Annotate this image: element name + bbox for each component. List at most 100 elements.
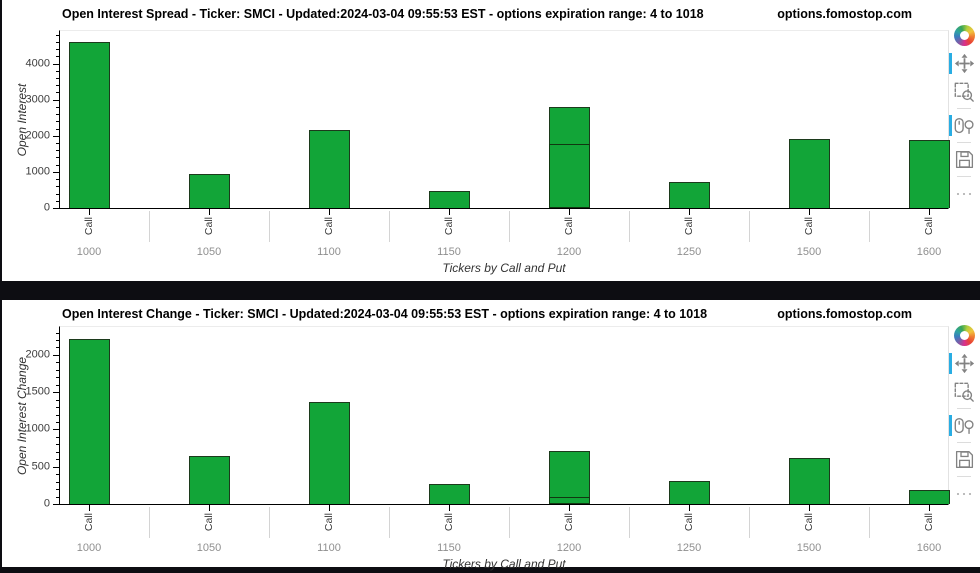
toolbar-separator <box>957 108 971 109</box>
y-minor-tick <box>56 362 59 364</box>
group-separator <box>149 507 150 538</box>
y-tick-label: 4000 <box>25 57 50 69</box>
y-minor-tick <box>56 179 59 181</box>
group-separator <box>509 211 510 242</box>
bar-call-1000 <box>68 339 110 504</box>
bar-call-1150 <box>428 483 470 504</box>
y-minor-tick <box>56 474 59 476</box>
group-tick-label: 1500 <box>796 246 822 258</box>
save-tool[interactable] <box>951 447 977 472</box>
y-major-tick <box>53 171 59 173</box>
y-minor-tick <box>56 70 59 72</box>
call-tick-label: Call <box>443 513 455 532</box>
group-separator <box>269 507 270 538</box>
y-tick-label: 500 <box>31 460 50 473</box>
bokeh-logo[interactable] <box>951 23 977 48</box>
y-minor-tick <box>56 489 59 491</box>
group-tick-label: 1250 <box>676 542 702 554</box>
x-major-tick <box>449 209 450 215</box>
y-major-tick <box>53 466 59 468</box>
call-tick-label: Call <box>563 513 575 532</box>
y-minor-tick <box>56 414 59 416</box>
x-major-tick <box>809 505 810 511</box>
call-tick-label: Call <box>203 217 215 236</box>
save-tool[interactable] <box>951 147 977 172</box>
x-major-tick <box>689 505 690 511</box>
x-major-tick <box>89 505 90 511</box>
box-zoom-tool[interactable] <box>951 379 977 404</box>
call-tick-label: Call <box>803 217 815 236</box>
bar-call-1200 <box>548 451 590 504</box>
toolbar-separator <box>957 408 971 409</box>
y-minor-tick <box>56 377 59 379</box>
y-minor-tick <box>56 49 59 51</box>
y-minor-tick <box>56 200 59 202</box>
x-major-tick <box>929 505 930 511</box>
y-major-tick <box>53 63 59 65</box>
group-tick-label: 1000 <box>76 542 102 554</box>
bar-call-1050 <box>188 174 230 208</box>
y-major-tick <box>53 504 59 505</box>
group-separator <box>389 211 390 242</box>
y-tick-label: 2000 <box>25 348 50 361</box>
group-tick-label: 1150 <box>437 246 461 258</box>
plot-area[interactable]: Open Interest Change Tickers by Call and… <box>15 326 950 571</box>
group-separator <box>389 507 390 538</box>
toolbar-separator <box>957 176 971 177</box>
y-minor-tick <box>56 451 59 453</box>
bar-call-1100 <box>308 129 350 208</box>
x-major-tick <box>569 505 570 511</box>
call-tick-label: Call <box>443 217 455 236</box>
group-separator <box>749 211 750 242</box>
y-major-tick <box>53 99 59 101</box>
x-major-tick <box>89 209 90 215</box>
y-minor-tick <box>56 150 59 152</box>
y-minor-tick <box>56 444 59 446</box>
wheel-zoom-icon <box>954 417 974 434</box>
pan-icon <box>954 53 974 74</box>
x-major-tick <box>449 505 450 511</box>
bar-call-1250 <box>668 480 710 504</box>
y-minor-tick <box>56 193 59 195</box>
y-minor-tick <box>56 459 59 461</box>
group-tick-label: 1100 <box>317 246 341 258</box>
group-tick-label: 1600 <box>916 542 942 554</box>
call-tick-label: Call <box>323 513 335 532</box>
x-major-tick <box>929 209 930 215</box>
y-minor-tick <box>56 142 59 144</box>
save-icon <box>955 150 973 169</box>
toolbar-separator <box>957 442 971 443</box>
y-major-tick <box>53 208 59 209</box>
pan-tool[interactable] <box>949 351 977 376</box>
y-tick-label: 0 <box>43 497 50 510</box>
toolbar-separator <box>957 142 971 143</box>
bokeh-logo-icon <box>953 25 975 46</box>
wheel-zoom-tool[interactable] <box>949 413 977 438</box>
bar-call-1100 <box>308 401 350 504</box>
more-tools[interactable] <box>951 481 977 506</box>
wheel-zoom-tool[interactable] <box>949 113 977 138</box>
box-zoom-tool[interactable] <box>951 79 977 104</box>
call-tick-label: Call <box>923 217 935 236</box>
bar-call-1600 <box>908 489 950 504</box>
call-tick-label: Call <box>203 513 215 532</box>
more-tools[interactable] <box>951 181 977 206</box>
call-tick-label: Call <box>683 513 695 532</box>
bar-call-1000 <box>68 41 110 208</box>
overlay-bar-1200 <box>548 144 590 208</box>
chart-card-open-interest-change: Open Interest Change - Ticker: SMCI - Up… <box>2 300 980 571</box>
bar-call-1500 <box>788 138 830 208</box>
call-tick-label: Call <box>323 217 335 236</box>
group-tick-label: 1150 <box>437 542 461 554</box>
x-major-tick <box>209 505 210 511</box>
y-major-tick <box>53 354 59 356</box>
call-tick-label: Call <box>803 513 815 532</box>
watermark-text: options.fomostop.com <box>777 307 912 321</box>
bokeh-logo[interactable] <box>951 323 977 348</box>
pan-tool[interactable] <box>949 51 977 76</box>
watermark-text: options.fomostop.com <box>777 7 912 21</box>
y-minor-tick <box>56 340 59 342</box>
pan-icon <box>954 353 974 374</box>
